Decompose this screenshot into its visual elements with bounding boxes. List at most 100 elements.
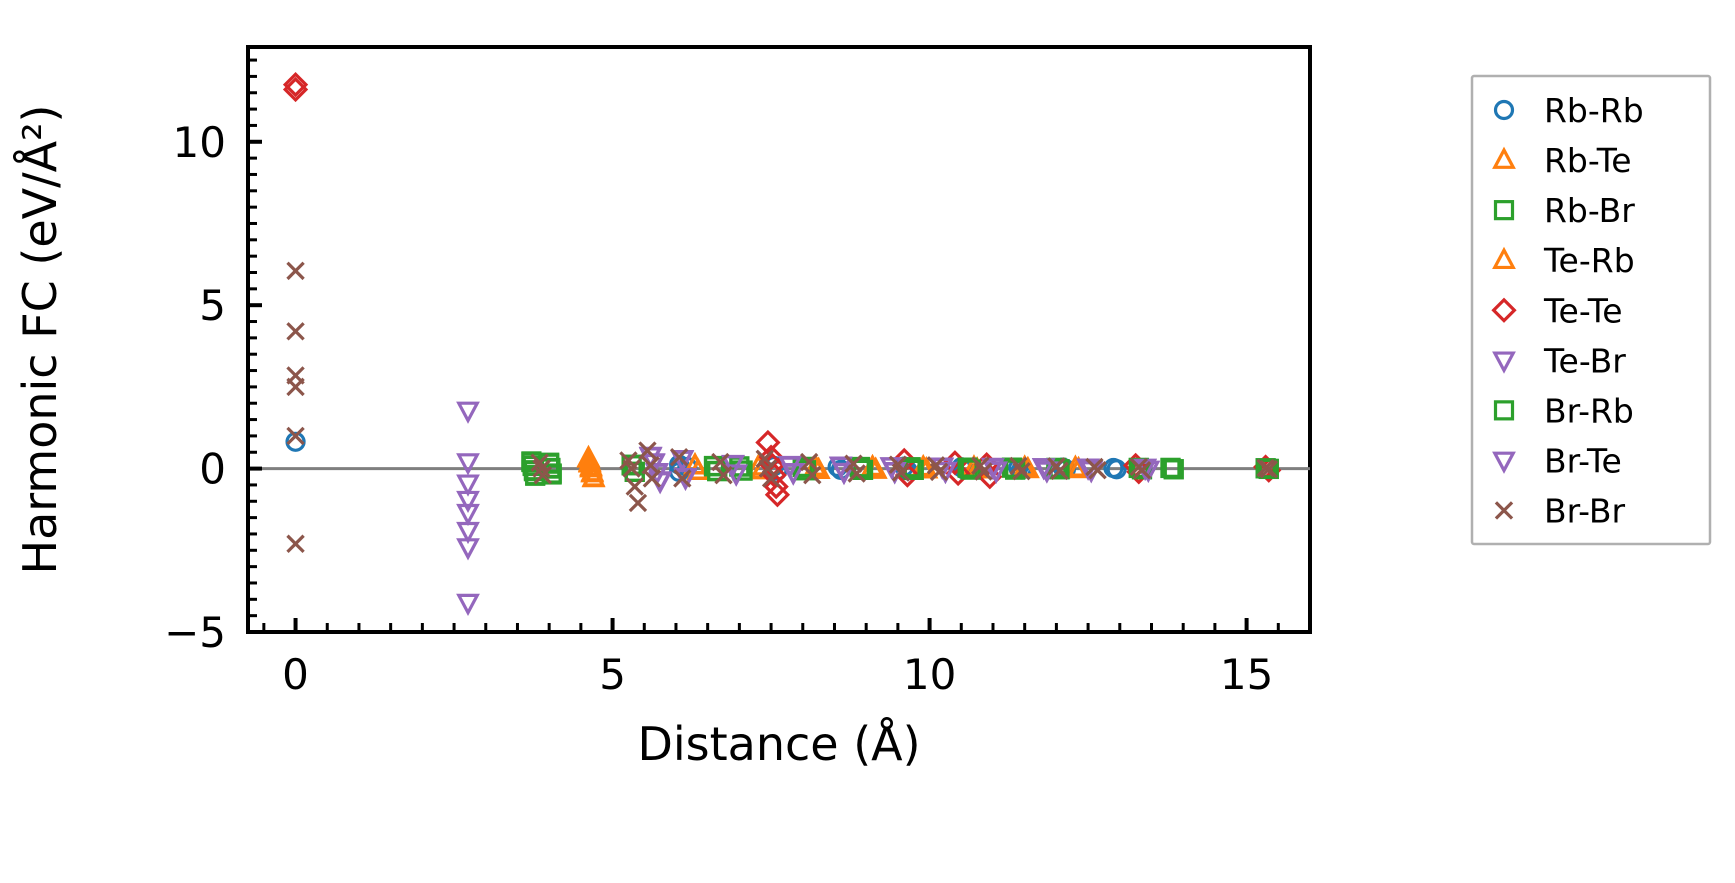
legend-item-rb-br[interactable]: Rb-Br xyxy=(1493,191,1636,230)
data-point xyxy=(619,451,638,470)
legend-item-br-te[interactable]: Br-Te xyxy=(1492,441,1622,480)
data-point xyxy=(711,452,730,472)
y-tick-label: 0 xyxy=(199,445,226,494)
data-point xyxy=(926,456,946,475)
series-br-br xyxy=(286,261,1278,553)
data-point xyxy=(1106,459,1127,480)
data-point xyxy=(581,464,606,487)
y-axis-label: Harmonic FC (eV/Å²) xyxy=(13,105,67,575)
data-layer xyxy=(282,71,1282,617)
data-point xyxy=(891,463,911,482)
data-point xyxy=(1258,458,1279,480)
data-point xyxy=(799,452,819,472)
data-point xyxy=(758,459,778,478)
legend-label: Rb-Te xyxy=(1544,141,1632,180)
data-point xyxy=(285,431,306,452)
data-point xyxy=(1050,461,1069,481)
data-point xyxy=(282,71,309,98)
data-point xyxy=(286,322,305,341)
data-point xyxy=(286,261,305,281)
x-icon xyxy=(1494,501,1514,520)
data-point xyxy=(456,593,480,617)
data-point xyxy=(795,460,817,481)
triangle-down-icon xyxy=(1492,351,1516,374)
data-point xyxy=(761,469,781,488)
legend-item-br-br[interactable]: Br-Br xyxy=(1494,491,1626,530)
legend-label: Te-Br xyxy=(1543,341,1626,380)
legend-layer: Rb-Rb Rb-Te Rb-Br Te-Rb Te-Te Te-Br Br-Rb Br-Te… xyxy=(1470,74,1712,546)
data-point xyxy=(456,503,480,527)
data-point xyxy=(286,377,305,397)
data-point xyxy=(669,447,689,467)
data-point xyxy=(929,462,949,482)
data-point xyxy=(1259,460,1278,479)
data-point xyxy=(628,493,648,513)
data-point xyxy=(984,461,1009,484)
data-point xyxy=(286,534,305,553)
data-point xyxy=(622,459,641,478)
data-point xyxy=(971,456,990,475)
legend-box xyxy=(1470,74,1712,546)
data-point xyxy=(625,477,644,496)
data-point xyxy=(456,453,480,476)
legend-item-te-br[interactable]: Te-Br xyxy=(1492,341,1626,380)
data-point xyxy=(456,490,480,514)
x-tick-label: 0 xyxy=(282,650,309,699)
data-point xyxy=(456,401,480,424)
legend-item-rb-te[interactable]: Rb-Te xyxy=(1492,141,1632,180)
legend-label: Rb-Br xyxy=(1544,191,1635,230)
legend-label: Rb-Rb xyxy=(1544,91,1644,130)
circle-icon xyxy=(1493,99,1515,121)
data-point xyxy=(844,454,863,473)
x-tick-label: 15 xyxy=(1220,650,1273,699)
legend-item-te-te[interactable]: Te-Te xyxy=(1491,291,1623,330)
y-tick-label: −5 xyxy=(164,608,226,657)
data-point xyxy=(755,429,781,456)
data-point xyxy=(755,449,774,468)
labels-layer: 0 5 10 15 −5 0 5 10 Distance (Å) Harmonic FC (eV/… xyxy=(13,105,1273,771)
series-te-te xyxy=(282,71,1282,508)
series-group xyxy=(282,71,1282,617)
diamond-icon xyxy=(1491,297,1517,323)
data-point xyxy=(764,482,791,508)
data-point xyxy=(1088,461,1107,480)
legend-label: Br-Br xyxy=(1544,491,1625,530)
data-point xyxy=(888,455,908,474)
legend-label: Te-Te xyxy=(1543,291,1623,330)
x-tick-label: 5 xyxy=(599,650,626,699)
legend-item-rb-rb[interactable]: Rb-Rb xyxy=(1493,91,1644,130)
triangle-down-icon xyxy=(1492,451,1516,474)
legend-label: Br-Te xyxy=(1544,441,1622,480)
y-tick-label: 5 xyxy=(199,281,226,330)
data-point xyxy=(803,465,822,485)
legend-item-br-rb[interactable]: Br-Rb xyxy=(1493,391,1634,430)
data-point xyxy=(763,473,789,500)
data-point xyxy=(638,441,657,460)
data-point xyxy=(781,463,806,486)
data-point xyxy=(456,538,480,561)
data-point xyxy=(456,521,480,545)
legend-label: Br-Rb xyxy=(1544,391,1634,430)
data-point xyxy=(1012,462,1031,481)
x-axis-label: Distance (Å) xyxy=(637,717,920,771)
data-point xyxy=(724,464,749,487)
series-te-br xyxy=(456,401,1161,617)
data-point xyxy=(673,469,692,488)
x-tick-label: 10 xyxy=(903,650,956,699)
y-tick-label: 10 xyxy=(173,118,226,167)
triangle-up-icon xyxy=(1492,146,1516,169)
legend-label: Te-Rb xyxy=(1543,241,1635,280)
data-point xyxy=(532,459,551,478)
data-point xyxy=(714,465,733,485)
triangle-up-icon xyxy=(1492,246,1516,270)
axes-layer xyxy=(246,45,1312,634)
data-point xyxy=(847,464,866,483)
data-point xyxy=(1132,461,1152,480)
legend-item-te-rb[interactable]: Te-Rb xyxy=(1492,241,1635,280)
data-point xyxy=(282,76,309,103)
plot-frame xyxy=(246,45,1312,634)
data-point xyxy=(456,474,480,497)
data-point xyxy=(974,462,993,481)
